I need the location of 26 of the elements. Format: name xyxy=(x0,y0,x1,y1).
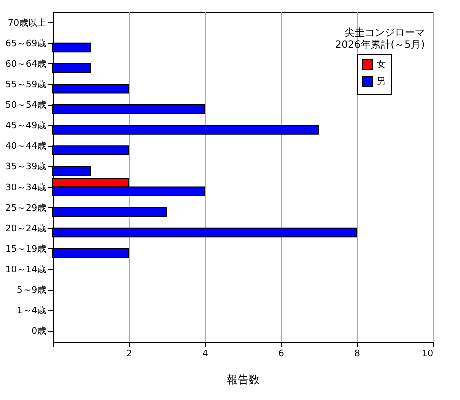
y-tick-label: 70歳以上 xyxy=(8,18,46,29)
y-tick-label: 20～24歳 xyxy=(6,223,46,234)
y-tick-label: 5～9歳 xyxy=(17,285,46,296)
y-tick-label: 50～54歳 xyxy=(6,100,46,112)
y-tick-label: 15～19歳 xyxy=(6,244,46,255)
x-axis-title: 報告数 xyxy=(227,374,260,386)
y-tick-label: 1～4歳 xyxy=(17,306,46,317)
y-tick-label: 10～14歳 xyxy=(6,264,46,276)
text: 2026年累計(～5月) xyxy=(335,40,425,51)
y-tick-label: 60～64歳 xyxy=(6,58,46,70)
x-tick-label: 2 xyxy=(126,350,132,360)
x-tick-label: 4 xyxy=(202,350,209,360)
x-tick-label: 8 xyxy=(354,350,361,360)
legend-label: 男 xyxy=(377,76,386,88)
y-tick-label: 30～34歳 xyxy=(6,182,46,194)
text: 尖圭コンジローマ xyxy=(345,28,425,39)
y-tick-label: 55～59歳 xyxy=(6,79,46,90)
y-tick-label: 0歳 xyxy=(32,326,46,338)
y-tick-label: 65～69歳 xyxy=(6,38,46,50)
y-tick-label: 45～49歳 xyxy=(6,120,46,132)
legend-label: 女 xyxy=(377,60,386,70)
y-tick-label: 25～29歳 xyxy=(6,202,46,214)
x-tick-label: 6 xyxy=(278,350,285,360)
y-tick-label: 40～44歳 xyxy=(6,141,46,152)
y-tick-label: 35～39歳 xyxy=(6,162,46,173)
x-tick-label: 10 xyxy=(422,350,434,360)
